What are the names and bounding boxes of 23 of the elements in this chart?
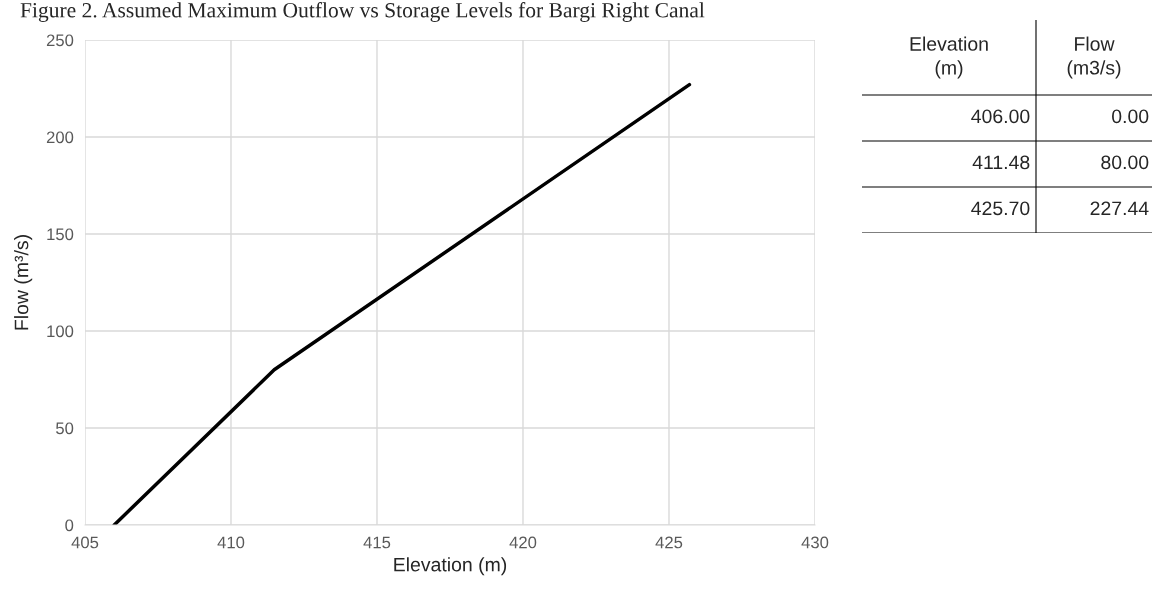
y-tick-label: 50 — [56, 422, 74, 435]
x-tick-label: 405 — [71, 536, 99, 549]
y-tick-label: 0 — [65, 519, 74, 532]
text: Elevation (m) — [910, 36, 988, 79]
text: 425.70 — [971, 201, 1030, 216]
chart-title: Figure 2. Assumed Maximum Outflow vs Storage Levels for Bargi Right Canal — [20, 2, 705, 22]
y-tick-label: 100 — [47, 325, 74, 338]
x-tick-label: 415 — [363, 536, 391, 549]
y-tick-label: 200 — [46, 131, 74, 144]
text: Flow (m3/s) — [1067, 36, 1121, 79]
text: 80.00 — [1101, 155, 1149, 170]
y-tick-label: 250 — [46, 34, 74, 47]
x-tick-label: 430 — [801, 536, 829, 549]
y-tick-label: 150 — [47, 228, 74, 241]
text: 406.00 — [971, 109, 1030, 124]
text: 227.44 — [1090, 201, 1149, 216]
x-tick-label: 425 — [655, 536, 683, 549]
x-tick-label: 410 — [217, 536, 245, 549]
x-tick-label: 420 — [509, 536, 537, 549]
text: 0.00 — [1112, 109, 1149, 124]
text: 411.48 — [972, 155, 1030, 170]
x-axis-title: Elevation (m) — [394, 557, 507, 576]
y-axis-title: Flow (m³/s) — [14, 235, 33, 330]
